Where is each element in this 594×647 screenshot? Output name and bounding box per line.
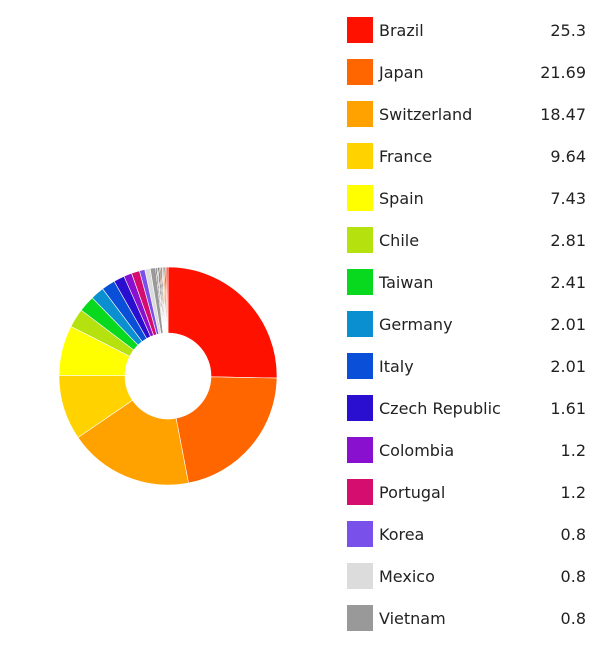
legend-item[interactable]: Japan 21.69 bbox=[346, 59, 594, 101]
slice-japan[interactable] bbox=[175, 376, 278, 484]
legend-item[interactable]: Switzerland 18.47 bbox=[346, 101, 594, 143]
legend-item[interactable]: Brazil 25.3 bbox=[346, 17, 594, 59]
legend-value: 0.8 bbox=[560, 609, 586, 628]
legend-item[interactable]: Colombia 1.2 bbox=[346, 437, 594, 479]
donut-chart bbox=[58, 266, 278, 486]
legend-swatch bbox=[347, 605, 373, 631]
legend-value: 1.61 bbox=[550, 399, 586, 418]
slice-brazil[interactable] bbox=[167, 266, 278, 379]
legend-item[interactable]: Taiwan 2.41 bbox=[346, 269, 594, 311]
legend-label: Mexico bbox=[379, 567, 435, 586]
legend-value: 2.81 bbox=[550, 231, 586, 250]
legend-value: 0.8 bbox=[560, 567, 586, 586]
legend-label: Czech Republic bbox=[379, 399, 501, 418]
legend-label: Vietnam bbox=[379, 609, 446, 628]
legend-swatch bbox=[347, 353, 373, 379]
legend-value: 1.2 bbox=[560, 441, 586, 460]
legend-value: 25.3 bbox=[550, 21, 586, 40]
legend-value: 1.2 bbox=[560, 483, 586, 502]
legend-label: Portugal bbox=[379, 483, 446, 502]
legend-swatch bbox=[347, 563, 373, 589]
legend-value: 0.8 bbox=[560, 525, 586, 544]
legend-value: 2.41 bbox=[550, 273, 586, 292]
slice-switzerland[interactable] bbox=[77, 399, 189, 486]
legend-swatch bbox=[347, 227, 373, 253]
legend-item[interactable]: Czech Republic 1.61 bbox=[346, 395, 594, 437]
legend-value: 2.01 bbox=[550, 357, 586, 376]
legend-item[interactable]: France 9.64 bbox=[346, 143, 594, 185]
legend-item[interactable]: Spain 7.43 bbox=[346, 185, 594, 227]
legend-label: France bbox=[379, 147, 433, 166]
legend-swatch bbox=[347, 185, 373, 211]
legend-swatch bbox=[347, 479, 373, 505]
legend-label: Germany bbox=[379, 315, 453, 334]
legend-label: Japan bbox=[379, 63, 424, 82]
legend-swatch bbox=[347, 395, 373, 421]
legend-item[interactable]: Mexico 0.8 bbox=[346, 563, 594, 605]
legend-swatch bbox=[347, 143, 373, 169]
legend-value: 21.69 bbox=[540, 63, 586, 82]
legend-item[interactable]: Portugal 1.2 bbox=[346, 479, 594, 521]
legend-swatch bbox=[347, 17, 373, 43]
legend-swatch bbox=[347, 311, 373, 337]
chart-legend: Brazil 25.3 Japan 21.69 Switzerland 18.47 Fran… bbox=[346, 17, 594, 647]
legend-swatch bbox=[347, 59, 373, 85]
legend-value: 9.64 bbox=[550, 147, 586, 166]
legend-value: 7.43 bbox=[550, 189, 586, 208]
legend-label: Spain bbox=[379, 189, 424, 208]
slice-minor-24[interactable] bbox=[166, 266, 169, 334]
legend-label: Chile bbox=[379, 231, 420, 250]
legend-label: Taiwan bbox=[379, 273, 434, 292]
legend-item[interactable]: Korea 0.8 bbox=[346, 521, 594, 563]
legend-value: 2.01 bbox=[550, 315, 586, 334]
legend-value: 18.47 bbox=[540, 105, 586, 124]
legend-item[interactable]: Chile 2.81 bbox=[346, 227, 594, 269]
legend-item[interactable]: Italy 2.01 bbox=[346, 353, 594, 395]
legend-label: Brazil bbox=[379, 21, 424, 40]
legend-label: Italy bbox=[379, 357, 414, 376]
legend-label: Korea bbox=[379, 525, 425, 544]
legend-swatch bbox=[347, 521, 373, 547]
legend-item[interactable]: Germany 2.01 bbox=[346, 311, 594, 353]
legend-label: Switzerland bbox=[379, 105, 473, 124]
legend-swatch bbox=[347, 437, 373, 463]
legend-label: Colombia bbox=[379, 441, 455, 460]
legend-swatch bbox=[347, 269, 373, 295]
legend-swatch bbox=[347, 101, 373, 127]
legend-item[interactable]: Vietnam 0.8 bbox=[346, 605, 594, 647]
